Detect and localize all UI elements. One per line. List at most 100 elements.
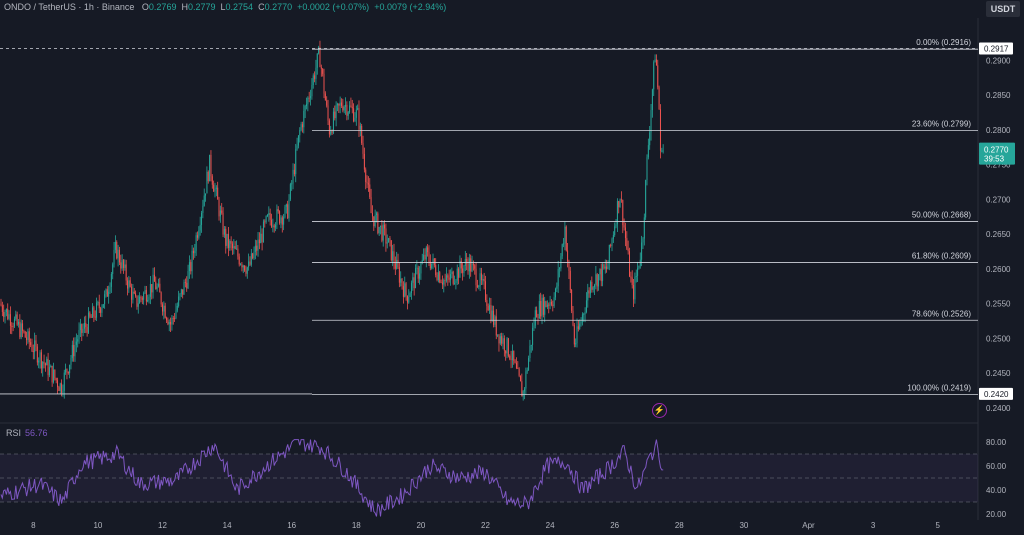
candle-body <box>439 272 441 283</box>
candle-body <box>339 102 341 106</box>
candle-body <box>128 280 130 289</box>
rsi-axis-tick: 40.00 <box>986 486 1007 495</box>
low-value: 0.2754 <box>225 2 254 12</box>
candle-body <box>540 301 542 317</box>
candle-body <box>3 311 5 317</box>
candle-body <box>148 296 150 300</box>
candle-body <box>116 242 118 259</box>
candle-body <box>73 345 75 357</box>
candle-body <box>371 213 373 217</box>
candle-body <box>215 187 217 189</box>
candle-body <box>110 273 112 287</box>
candle-body <box>62 390 64 393</box>
candle-body <box>69 364 71 374</box>
candle-body <box>202 205 204 213</box>
candle-body <box>256 245 258 251</box>
candle-body <box>310 96 312 98</box>
candle-body <box>615 224 617 227</box>
candle-body <box>622 200 624 226</box>
candle-body <box>293 169 295 175</box>
candle-body <box>306 104 308 106</box>
candle-body <box>129 280 131 287</box>
candle-body <box>1 305 3 312</box>
candle-body <box>646 157 648 181</box>
lightning-icon[interactable]: ⚡ <box>652 403 667 418</box>
candle-body <box>425 247 427 260</box>
candle-body <box>314 75 316 79</box>
candle-body <box>363 153 365 170</box>
candle-body <box>168 321 170 325</box>
candle-body <box>451 271 453 275</box>
candle-body <box>280 217 282 224</box>
candle-body <box>275 224 277 228</box>
candle-body <box>595 274 597 285</box>
candle-body <box>75 341 77 345</box>
candle-body <box>455 280 457 284</box>
candle-body <box>7 308 9 319</box>
candle-body <box>330 131 332 135</box>
candle-body <box>67 371 69 374</box>
currency-button[interactable]: USDT <box>986 1 1020 17</box>
candle-body <box>196 235 198 238</box>
candle-body <box>458 268 460 278</box>
candle-body <box>452 271 454 284</box>
candle-body <box>121 260 123 269</box>
price-axis-tick: 0.2900 <box>986 56 1011 65</box>
candle-body <box>487 305 489 311</box>
candle-body <box>283 217 285 225</box>
rsi-band <box>0 454 978 502</box>
time-axis-tick: 12 <box>158 521 167 530</box>
candle-body <box>355 109 357 118</box>
candle-body <box>618 201 620 208</box>
fib-level-label: 0.00% (0.2916) <box>916 38 971 47</box>
candle-body <box>211 176 213 185</box>
candle-body <box>394 263 396 269</box>
candle-body <box>42 361 44 369</box>
candle-body <box>144 290 146 294</box>
candle-body <box>234 246 236 249</box>
candle-body <box>518 368 520 376</box>
candle-body <box>122 260 124 268</box>
candle-body <box>642 238 644 243</box>
rsi-line <box>0 439 664 517</box>
candle-body <box>43 361 45 364</box>
candle-body <box>250 253 252 265</box>
candle-body <box>588 290 590 294</box>
candle-body <box>186 282 188 289</box>
candle-body <box>493 310 495 325</box>
time-axis-tick: 10 <box>93 521 102 530</box>
candle-body <box>592 287 594 290</box>
candle-body <box>57 380 59 388</box>
candle-body <box>301 124 303 128</box>
candle-body <box>96 302 98 318</box>
candle-body <box>152 274 154 293</box>
candle-body <box>32 350 34 353</box>
candle-body <box>536 310 538 318</box>
candle-body <box>34 340 36 353</box>
rsi-legend[interactable]: RSI 56.76 <box>6 428 48 438</box>
candle-body <box>409 293 411 297</box>
candle-body <box>421 259 423 264</box>
candle-body <box>429 261 431 269</box>
candle-body <box>19 321 21 338</box>
candle-body <box>627 248 629 252</box>
candle-body <box>27 331 29 341</box>
candle-body <box>93 307 95 317</box>
candle-body <box>351 106 353 109</box>
candle-body <box>16 314 18 325</box>
candle-body <box>24 331 26 338</box>
candle-body <box>114 242 116 250</box>
symbol-title[interactable]: ONDO / TetherUS · 1h · Binance <box>4 2 135 12</box>
candle-body <box>87 312 89 333</box>
candle-body <box>28 331 30 343</box>
candle-body <box>131 286 133 300</box>
candle-body <box>384 224 386 229</box>
candle-body <box>100 308 102 313</box>
candle-body <box>416 267 418 269</box>
candle-body <box>541 297 543 317</box>
candle-body <box>359 125 361 130</box>
candle-body <box>495 316 497 336</box>
candle-body <box>548 304 550 306</box>
candle-body <box>97 302 99 303</box>
